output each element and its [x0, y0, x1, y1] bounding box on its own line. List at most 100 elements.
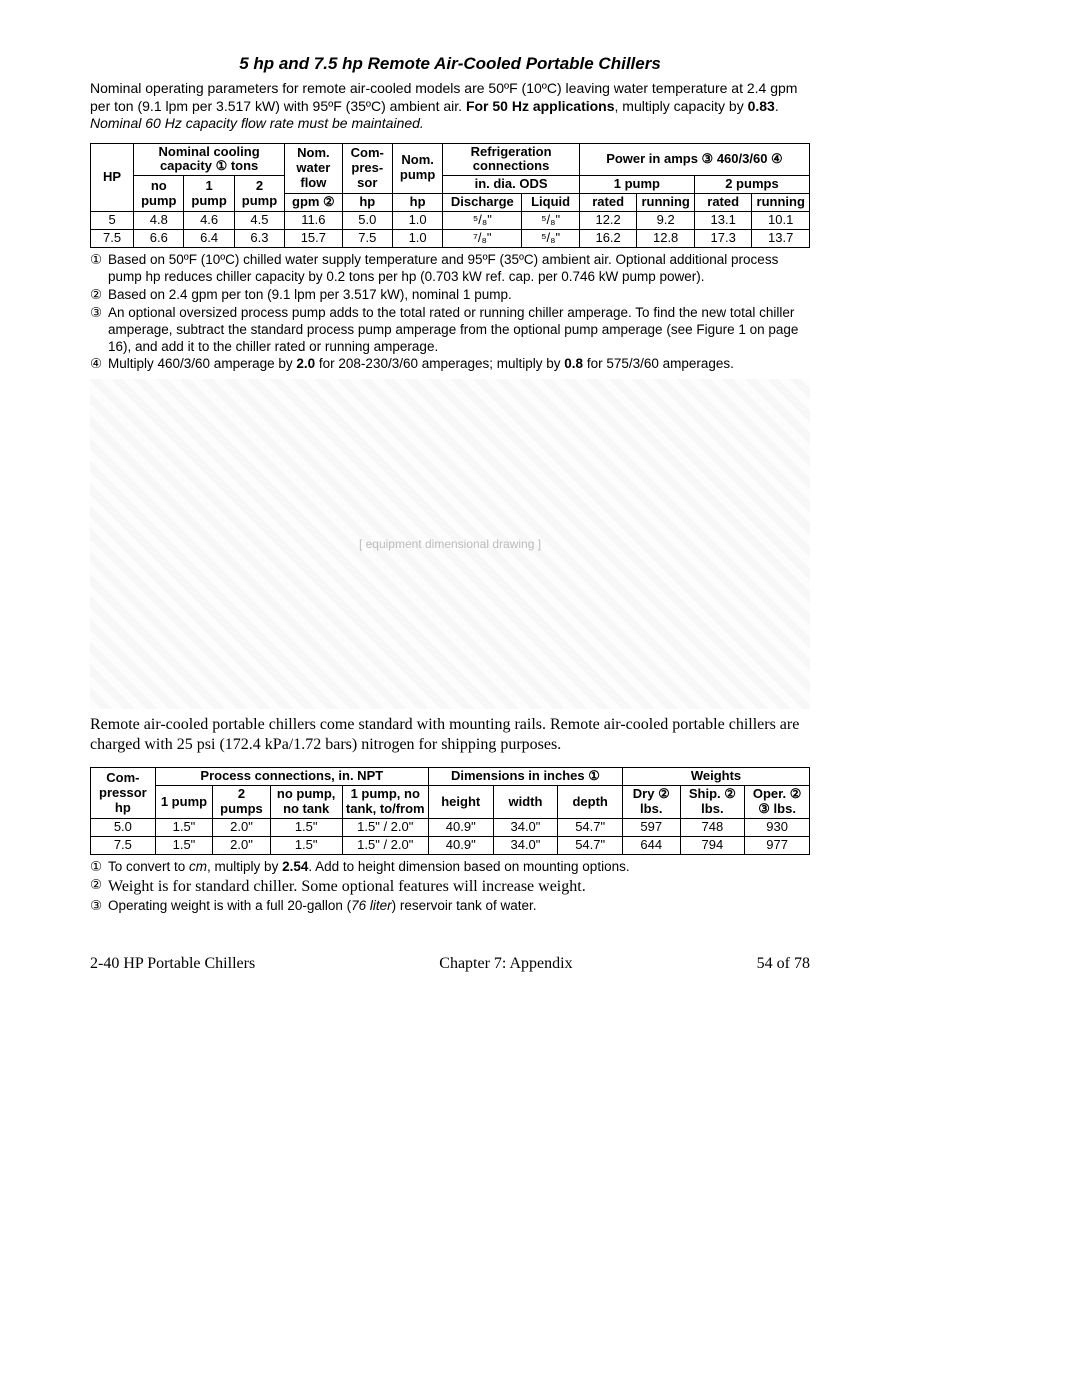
th-running1: running: [637, 194, 695, 212]
table-row: 5.01.5"2.0"1.5"1.5" / 2.0"40.9"34.0"54.7…: [91, 819, 810, 837]
footer-right: 54 of 78: [757, 955, 810, 973]
th2-dry: Dry ② lbs.: [623, 786, 681, 819]
footer-center: Chapter 7: Appendix: [439, 955, 572, 973]
cell: 40.9": [428, 819, 493, 837]
th-in-dia: in. dia. ODS: [443, 176, 580, 194]
th-refrig: Refrigeration connections: [443, 143, 580, 176]
th2-p2: 2 pumps: [213, 786, 271, 819]
th2-ship: Ship. ② lbs.: [680, 786, 745, 819]
footnote: ③An optional oversized process pump adds…: [90, 305, 810, 356]
th2-w: width: [493, 786, 558, 819]
footnote: ③Operating weight is with a full 20-gall…: [90, 898, 810, 915]
cell: 748: [680, 819, 745, 837]
th-rated1: rated: [579, 194, 637, 212]
cell: 10.1: [752, 212, 810, 230]
th-chp: hp: [342, 194, 392, 212]
cell: 1.5": [270, 819, 342, 837]
th-php: hp: [392, 194, 442, 212]
cell: 9.2: [637, 212, 695, 230]
cell: 5: [91, 212, 134, 230]
intro-text: Nominal operating parameters for remote …: [90, 80, 810, 133]
page-title: 5 hp and 7.5 hp Remote Air-Cooled Portab…: [90, 54, 810, 74]
table-row: 7.56.66.46.315.77.51.0⁷/₈"⁵/₈"16.212.817…: [91, 230, 810, 248]
cell: 12.8: [637, 230, 695, 248]
notes-2: ①To convert to cm, multiply by 2.54. Add…: [90, 859, 810, 915]
table-row: 7.51.5"2.0"1.5"1.5" / 2.0"40.9"34.0"54.7…: [91, 837, 810, 855]
cell: 597: [623, 819, 681, 837]
cell: 1.5": [155, 837, 213, 855]
cell: ⁷/₈": [443, 230, 522, 248]
cell: 17.3: [694, 230, 752, 248]
th-power: Power in amps ③ 460/3/60 ④: [579, 143, 809, 176]
th2-h: height: [428, 786, 493, 819]
cell: 7.5: [91, 230, 134, 248]
th-rated2: rated: [694, 194, 752, 212]
th-running2: running: [752, 194, 810, 212]
cell: 1.5": [155, 819, 213, 837]
th2-dim: Dimensions in inches ①: [428, 768, 622, 786]
cell: 16.2: [579, 230, 637, 248]
cell: 1.5" / 2.0": [342, 837, 428, 855]
footnote: ①To convert to cm, multiply by 2.54. Add…: [90, 859, 810, 876]
th2-comp: Com- pressor hp: [91, 768, 156, 819]
t1-body: 54.84.64.511.65.01.0⁵/₈"⁵/₈"12.29.213.11…: [91, 212, 810, 248]
th-no-pump: no pump: [134, 176, 184, 212]
cell: 794: [680, 837, 745, 855]
th2-proc: Process connections, in. NPT: [155, 768, 428, 786]
cell: 930: [745, 819, 810, 837]
cell: ⁵/₈": [443, 212, 522, 230]
th2-d: depth: [558, 786, 623, 819]
th-discharge: Discharge: [443, 194, 522, 212]
footnote: ②Weight is for standard chiller. Some op…: [90, 877, 810, 897]
body-paragraph: Remote air-cooled portable chillers come…: [90, 715, 810, 755]
cell: 2.0": [213, 819, 271, 837]
th-gpm: gpm ②: [285, 194, 343, 212]
page-footer: 2-40 HP Portable Chillers Chapter 7: App…: [90, 955, 810, 973]
equipment-diagram: [ equipment dimensional drawing ]: [90, 379, 810, 709]
cell: 13.1: [694, 212, 752, 230]
cell: 34.0": [493, 837, 558, 855]
cell: ⁵/₈": [522, 212, 580, 230]
cell: 7.5: [342, 230, 392, 248]
notes-1: ①Based on 50ºF (10ºC) chilled water supp…: [90, 252, 810, 373]
th-pump1: 1 pump: [579, 176, 694, 194]
cell: 54.7": [558, 837, 623, 855]
spec-table-2: Com- pressor hp Process connections, in.…: [90, 767, 810, 855]
cell: 644: [623, 837, 681, 855]
th2-p1: 1 pump: [155, 786, 213, 819]
th-nom-cooling: Nominal cooling capacity ① tons: [134, 143, 285, 176]
cell: ⁵/₈": [522, 230, 580, 248]
t2-body: 5.01.5"2.0"1.5"1.5" / 2.0"40.9"34.0"54.7…: [91, 819, 810, 855]
th-nom-pump: Nom. pump: [392, 143, 442, 194]
cell: 2.0": [213, 837, 271, 855]
cell: 12.2: [579, 212, 637, 230]
th-compressor: Com- pres- sor: [342, 143, 392, 194]
cell: 6.3: [234, 230, 284, 248]
spec-table-1: HP Nominal cooling capacity ① tons Nom. …: [90, 143, 810, 249]
th-1-pump: 1 pump: [184, 176, 234, 212]
cell: 4.8: [134, 212, 184, 230]
cell: 1.5" / 2.0": [342, 819, 428, 837]
th2-wt: Weights: [623, 768, 810, 786]
th-2-pump: 2 pump: [234, 176, 284, 212]
th2-oper: Oper. ② ③ lbs.: [745, 786, 810, 819]
cell: 4.6: [184, 212, 234, 230]
cell: 4.5: [234, 212, 284, 230]
footer-left: 2-40 HP Portable Chillers: [90, 955, 255, 973]
footnote: ④Multiply 460/3/60 amperage by 2.0 for 2…: [90, 356, 810, 373]
th-nom-water: Nom. water flow: [285, 143, 343, 194]
cell: 6.6: [134, 230, 184, 248]
cell: 13.7: [752, 230, 810, 248]
cell: 40.9": [428, 837, 493, 855]
th-hp: HP: [91, 143, 134, 212]
cell: 5.0: [91, 819, 156, 837]
cell: 54.7": [558, 819, 623, 837]
th2-p1nt: 1 pump, no tank, to/from: [342, 786, 428, 819]
footnote: ②Based on 2.4 gpm per ton (9.1 lpm per 3…: [90, 287, 810, 304]
cell: 11.6: [285, 212, 343, 230]
cell: 6.4: [184, 230, 234, 248]
cell: 5.0: [342, 212, 392, 230]
th-pumps2: 2 pumps: [694, 176, 809, 194]
cell: 1.5": [270, 837, 342, 855]
cell: 34.0": [493, 819, 558, 837]
